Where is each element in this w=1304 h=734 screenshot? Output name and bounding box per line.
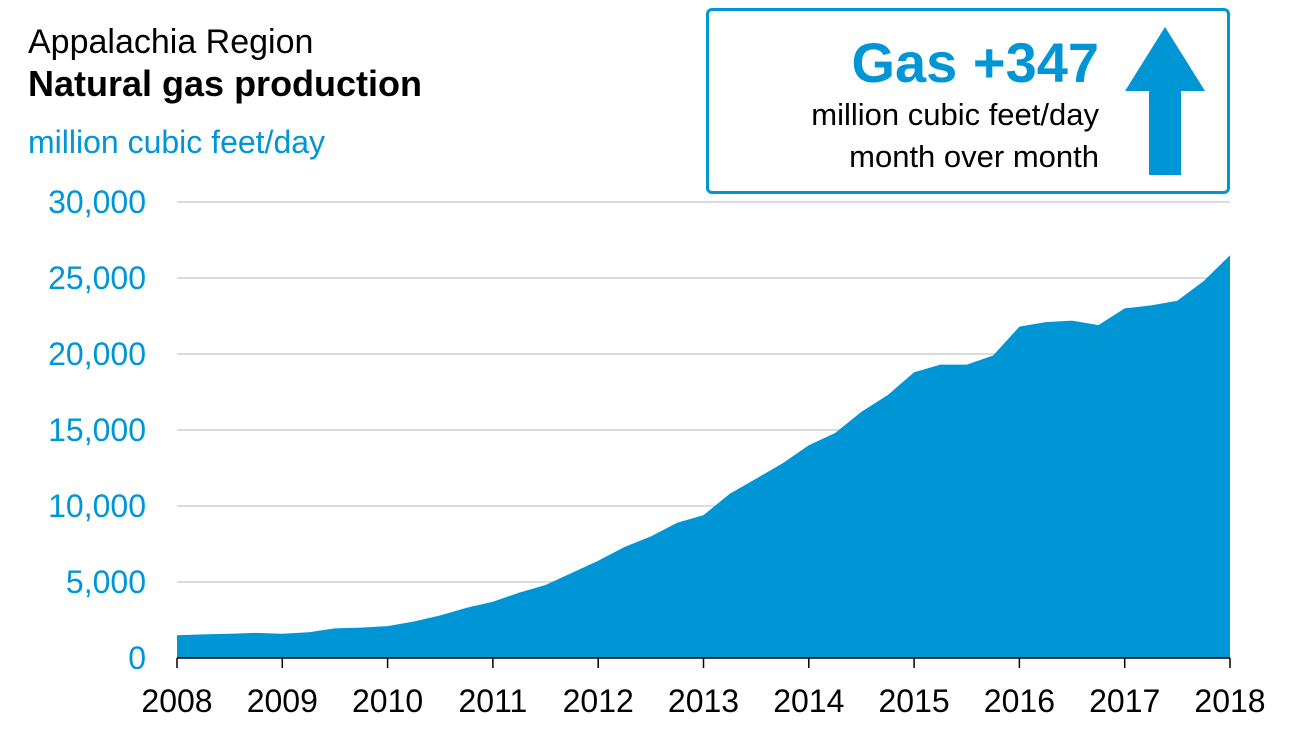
x-tick-label: 2014 <box>773 683 844 719</box>
chart-title: Natural gas production <box>28 63 423 104</box>
x-tick-label: 2017 <box>1089 683 1160 719</box>
callout-unit-line: million cubic feet/day <box>811 97 1099 132</box>
chart-title-block: Appalachia Region Natural gas production <box>28 22 422 106</box>
production-area <box>177 255 1230 658</box>
y-tick-label: 5,000 <box>66 564 146 600</box>
change-callout-box: Gas +347 million cubic feet/day month ov… <box>706 8 1230 194</box>
y-tick-label: 30,000 <box>48 184 146 220</box>
y-tick-label: 20,000 <box>48 336 146 372</box>
x-tick-label: 2009 <box>247 683 318 719</box>
callout-headline: Gas +347 <box>851 31 1099 94</box>
region-label: Appalachia Region <box>28 23 314 61</box>
x-tick-label: 2018 <box>1194 683 1265 719</box>
x-tick-label: 2011 <box>458 683 527 719</box>
y-tick-label: 10,000 <box>48 488 146 524</box>
x-tick-label: 2013 <box>668 683 739 719</box>
callout-period-line: month over month <box>849 139 1099 174</box>
arrow-up-icon <box>1125 27 1205 175</box>
y-axis-unit-label: million cubic feet/day <box>28 124 326 160</box>
y-axis-ticks: 0 5,000 10,000 15,000 20,000 25,000 30,000 <box>48 184 146 676</box>
x-axis-ticks: 2008 2009 2010 2011 2012 2013 2014 2015 2016 2017… <box>141 683 1265 719</box>
x-tick-label: 2010 <box>352 683 423 719</box>
x-tick-label: 2016 <box>984 683 1055 719</box>
x-tick-label: 2012 <box>563 683 634 719</box>
y-tick-label: 15,000 <box>48 412 146 448</box>
x-axis <box>176 657 1231 668</box>
x-tick-label: 2008 <box>141 683 212 719</box>
x-tick-label: 2015 <box>879 683 950 719</box>
y-tick-label: 25,000 <box>48 260 146 296</box>
y-tick-label: 0 <box>128 640 146 676</box>
